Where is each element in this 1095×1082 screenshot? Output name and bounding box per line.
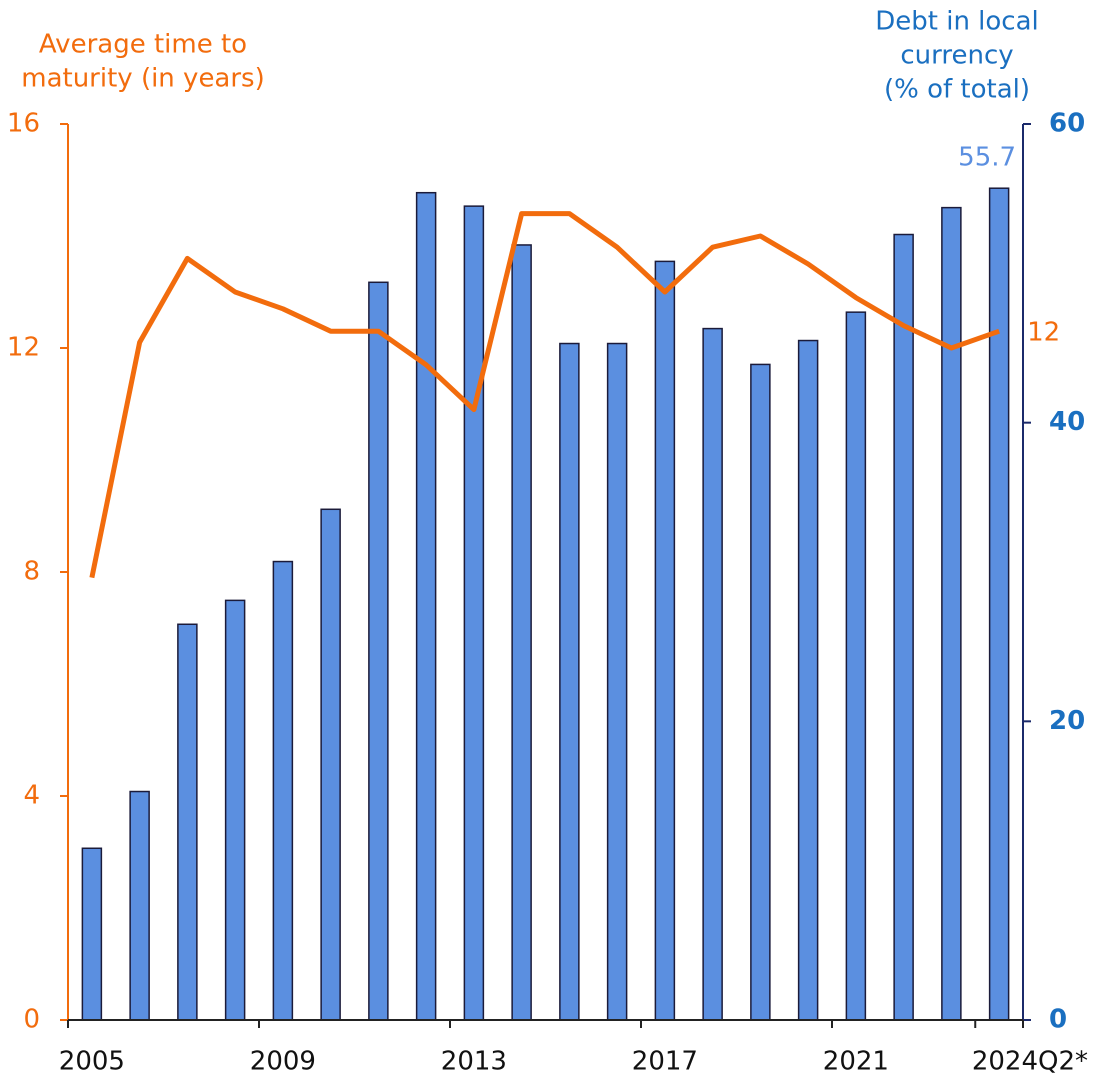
y2-tick-label: 40 <box>1049 407 1085 437</box>
bar <box>893 233 914 1021</box>
bar <box>654 260 676 1021</box>
bar <box>368 281 389 1021</box>
bar <box>702 327 723 1021</box>
x-tick-label: 2013 <box>441 1047 507 1077</box>
y-tick-label: 16 <box>7 109 40 139</box>
bar <box>559 342 580 1021</box>
line <box>89 211 1000 579</box>
x-tick-label: 2021 <box>823 1047 889 1077</box>
bar <box>320 508 341 1021</box>
bar <box>988 187 1010 1021</box>
y2-axis-title: currency <box>900 41 1013 71</box>
bar <box>81 847 103 1021</box>
x-tick-label: 2005 <box>59 1047 125 1077</box>
y-tick-label: 4 <box>23 781 40 811</box>
bar <box>177 623 198 1021</box>
bar <box>463 205 485 1021</box>
y-tick-label: 12 <box>7 333 40 363</box>
bar <box>606 342 628 1021</box>
bar <box>797 339 819 1021</box>
y2-tick-label: 20 <box>1049 706 1085 736</box>
bar <box>511 244 532 1021</box>
bar <box>845 311 867 1021</box>
bar <box>750 363 771 1021</box>
bar <box>415 191 437 1021</box>
bar <box>129 790 150 1021</box>
y-tick-label: 0 <box>23 1005 40 1035</box>
y2-tick-label: 0 <box>1049 1005 1067 1035</box>
bar-value-label: 55.7 <box>958 143 1016 173</box>
y-axis-title: Average time to <box>39 30 247 60</box>
y2-axis-title: (% of total) <box>884 75 1030 105</box>
x-tick-label: 2009 <box>250 1047 316 1077</box>
bar <box>224 599 246 1021</box>
y2-tick-label: 60 <box>1049 109 1085 139</box>
line-value-label: 12 <box>1027 318 1060 348</box>
y2-axis-title: Debt in local <box>875 7 1039 37</box>
bar <box>941 206 962 1021</box>
bar <box>272 560 294 1021</box>
y-axis-title: maturity (in years) <box>21 64 265 94</box>
x-tick-label: 2017 <box>632 1047 698 1077</box>
y-tick-label: 8 <box>23 557 40 587</box>
x-tick-label: 2024Q2* <box>972 1047 1088 1077</box>
